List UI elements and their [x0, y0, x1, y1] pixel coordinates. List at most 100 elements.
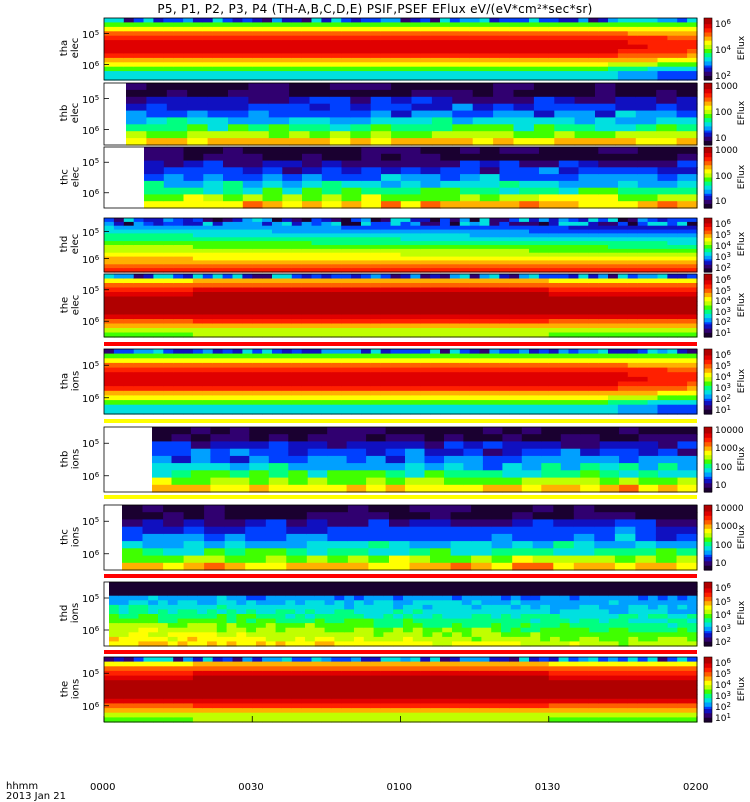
- heatmap-cell: [213, 67, 224, 72]
- heatmap-cell: [533, 534, 554, 542]
- heatmap-cell: [302, 354, 313, 359]
- heatmap-cell: [489, 400, 500, 405]
- heatmap-cell: [366, 485, 386, 493]
- heatmap-cell: [618, 363, 629, 368]
- heatmap-cell: [312, 395, 323, 400]
- heatmap-cell: [430, 40, 441, 45]
- heatmap-cell: [489, 226, 500, 231]
- heatmap-cell: [302, 358, 313, 363]
- heatmap-cell: [615, 131, 636, 139]
- heatmap-cell: [272, 27, 283, 32]
- heatmap-cell: [153, 274, 164, 279]
- heatmap-cell: [638, 377, 649, 382]
- heatmap-cell: [470, 372, 481, 377]
- heatmap-cell: [308, 449, 328, 457]
- heatmap-cell: [129, 609, 139, 614]
- heatmap-cell: [569, 288, 580, 293]
- heatmap-cell: [529, 45, 540, 50]
- heatmap-cell: [183, 372, 194, 377]
- heatmap-cell: [628, 328, 639, 333]
- heatmap-cell: [658, 226, 669, 231]
- heatmap-cell: [588, 45, 599, 50]
- heatmap-cell: [246, 614, 256, 619]
- heatmap-cell: [163, 260, 174, 265]
- heatmap-cell: [163, 58, 174, 63]
- heatmap-cell: [193, 67, 204, 72]
- heatmap-cell: [440, 400, 451, 405]
- heatmap-cell: [499, 45, 510, 50]
- heatmap-cell: [148, 596, 158, 601]
- heatmap-cell: [210, 463, 230, 471]
- heatmap-cell: [153, 49, 164, 54]
- heatmap-cell: [381, 40, 392, 45]
- heatmap-cell: [569, 354, 580, 359]
- heatmap-cell: [183, 400, 194, 405]
- heatmap-cell: [187, 628, 197, 633]
- heatmap-cell: [574, 505, 595, 513]
- heatmap-cell: [628, 40, 639, 45]
- heatmap-cell: [381, 274, 392, 279]
- heatmap-cell: [410, 395, 421, 400]
- heatmap-cell: [104, 358, 115, 363]
- heatmap-cell: [248, 104, 269, 112]
- heatmap-cell: [658, 18, 669, 23]
- heatmap-cell: [269, 131, 290, 139]
- heatmap-cell: [499, 288, 510, 293]
- heatmap-cell: [210, 449, 230, 457]
- heatmap-cell: [480, 279, 491, 284]
- heatmap-cell: [412, 97, 433, 105]
- heatmap-cell: [143, 556, 164, 564]
- heatmap-cell: [460, 245, 471, 250]
- heatmap-cell: [361, 386, 372, 391]
- heatmap-cell: [203, 395, 214, 400]
- heatmap-cell: [391, 253, 402, 258]
- heatmap-cell: [371, 310, 382, 315]
- heatmap-cell: [252, 324, 262, 329]
- colorbar: [704, 349, 712, 415]
- heatmap-cell: [430, 563, 451, 571]
- heatmap-cell: [391, 405, 402, 410]
- heatmap-cell: [302, 368, 313, 373]
- heatmap-cell: [425, 456, 445, 464]
- heatmap-cell: [539, 167, 559, 174]
- heatmap-cell: [269, 449, 289, 457]
- heatmap-cell: [430, 218, 441, 223]
- heatmap-cell: [381, 349, 392, 354]
- heatmap-cell: [163, 315, 174, 320]
- heatmap-cell: [305, 609, 315, 614]
- heatmap-cell: [134, 354, 145, 359]
- heatmap-cell: [292, 62, 303, 67]
- heatmap-cell: [450, 49, 461, 54]
- heatmap-cell: [361, 174, 381, 181]
- heatmap-cell: [658, 324, 669, 329]
- heatmap-cell: [588, 49, 599, 54]
- heatmap-cell: [539, 241, 550, 246]
- heatmap-cell: [124, 36, 135, 41]
- heatmap-cell: [134, 324, 145, 329]
- heatmap-cell: [608, 27, 619, 32]
- heatmap-cell: [282, 310, 293, 315]
- heatmap-cell: [134, 49, 145, 54]
- heatmap-cell: [243, 167, 263, 174]
- heatmap-cell: [163, 62, 174, 67]
- heatmap-cell: [233, 274, 244, 279]
- heatmap-cell: [480, 233, 491, 238]
- heatmap-cell: [480, 306, 491, 311]
- heatmap-cell: [619, 449, 639, 457]
- heatmap-cell: [658, 49, 669, 54]
- heatmap-cell: [509, 400, 520, 405]
- heatmap-cell: [138, 623, 148, 628]
- heatmap-cell: [246, 605, 256, 610]
- colorbar: [704, 147, 712, 209]
- heatmap-cell: [687, 241, 698, 246]
- heatmap-cell: [553, 505, 574, 513]
- heatmap-cell: [256, 605, 266, 610]
- heatmap-cell: [334, 591, 344, 596]
- heatmap-cell: [519, 218, 530, 223]
- heatmap-cell: [217, 628, 227, 633]
- heatmap-cell: [341, 292, 352, 297]
- heatmap-cell: [569, 405, 580, 410]
- heatmap-cell: [243, 201, 263, 208]
- heatmap-cell: [321, 67, 332, 72]
- heatmap-cell: [451, 541, 472, 549]
